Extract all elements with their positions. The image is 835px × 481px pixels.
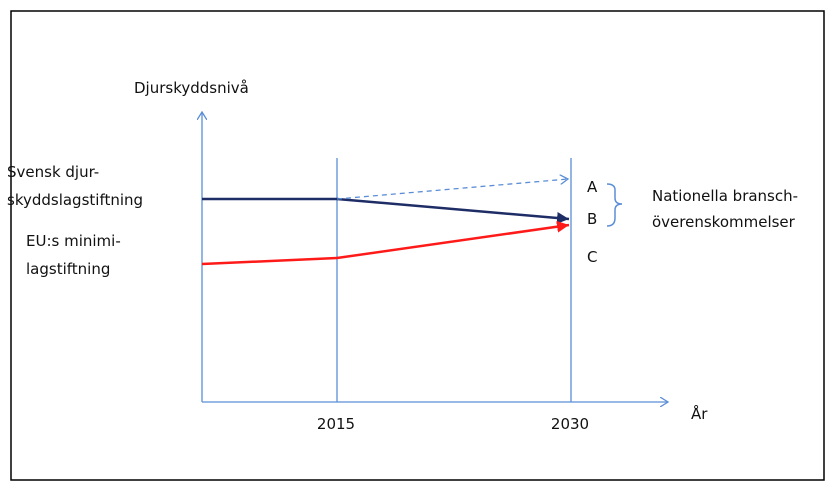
projection-dashed-arrow <box>336 179 568 200</box>
eu-label-line1: EU:s minimi- <box>26 232 121 250</box>
eu-level-arrow <box>336 220 570 260</box>
level-c-label: C <box>587 248 597 266</box>
swedish-level-arrow <box>336 197 570 224</box>
eu-level-flat <box>201 256 338 266</box>
x-axis-label: År <box>691 404 708 423</box>
level-a-label: A <box>587 178 598 196</box>
swedish-label-line1: Svensk djur- <box>7 163 99 181</box>
y-axis-label: Djurskyddsnivå <box>134 79 249 97</box>
figure-frame <box>10 10 825 481</box>
swedish-label-line2: skyddslagstiftning <box>7 191 143 209</box>
eu-label-line2: lagstiftning <box>26 260 110 278</box>
x-tick-2030: 2030 <box>551 415 589 433</box>
level-b-label: B <box>587 210 597 228</box>
x-tick-2015: 2015 <box>317 415 355 433</box>
bracket-icon <box>606 183 623 227</box>
bracket-label-line2: överenskommelser <box>652 213 796 231</box>
bracket-label-line1: Nationella bransch- <box>652 187 798 205</box>
